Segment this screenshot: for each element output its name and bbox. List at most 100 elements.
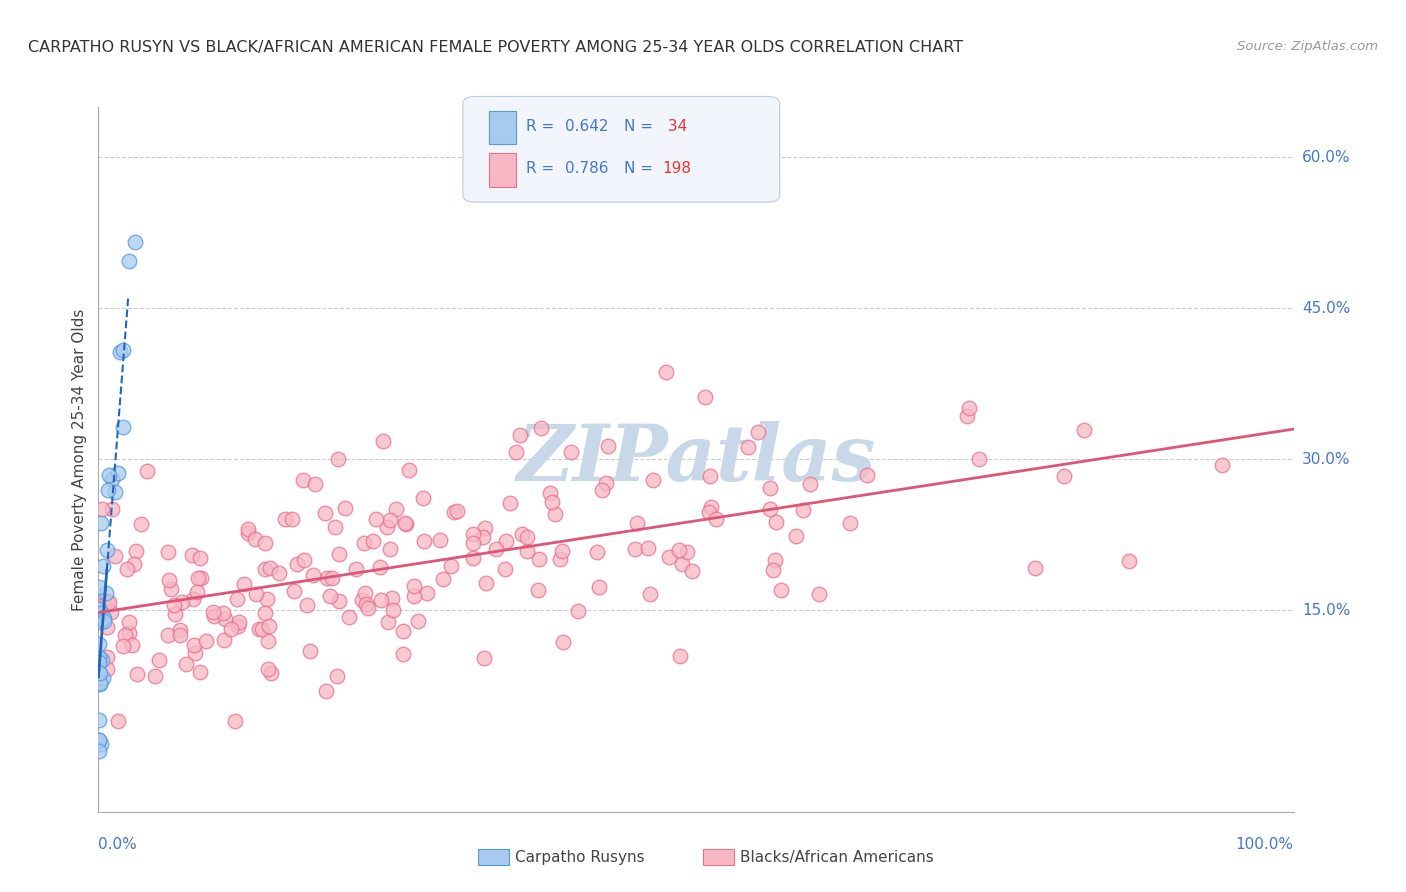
Point xyxy=(344,562,367,576)
Point xyxy=(391,648,413,662)
Point xyxy=(89,732,111,747)
Point xyxy=(212,607,235,621)
Point xyxy=(957,401,980,416)
Text: Source: ZipAtlas.com: Source: ZipAtlas.com xyxy=(1237,40,1378,54)
Point xyxy=(169,623,191,637)
Point xyxy=(530,421,553,435)
Point xyxy=(112,343,135,358)
Point xyxy=(174,657,197,671)
Point xyxy=(412,491,434,505)
Point xyxy=(97,483,120,497)
Point xyxy=(495,534,517,549)
Point xyxy=(1024,561,1046,575)
Point xyxy=(91,671,114,685)
Point xyxy=(695,390,717,404)
Point xyxy=(124,544,146,558)
Point xyxy=(671,557,693,571)
Point xyxy=(551,543,574,558)
Point xyxy=(382,602,405,616)
Point xyxy=(643,473,665,487)
Point xyxy=(91,558,114,573)
Point xyxy=(107,466,129,480)
Point xyxy=(471,531,494,545)
Point xyxy=(807,587,830,601)
Point xyxy=(253,606,276,620)
Point xyxy=(461,527,484,541)
Point xyxy=(668,648,690,663)
Point xyxy=(187,571,209,585)
Point xyxy=(368,560,391,574)
Point xyxy=(402,589,425,603)
Point xyxy=(96,543,118,558)
Point xyxy=(676,545,699,559)
Point xyxy=(96,594,118,608)
Point xyxy=(202,609,225,624)
Point xyxy=(354,597,377,611)
Point xyxy=(314,506,336,520)
Point xyxy=(260,666,283,681)
Point xyxy=(148,653,170,667)
Point xyxy=(107,714,129,728)
Point xyxy=(638,587,661,601)
Point xyxy=(252,622,274,636)
Point xyxy=(1053,469,1076,483)
Point xyxy=(505,445,527,459)
Point xyxy=(446,503,468,517)
Point xyxy=(256,592,278,607)
Point xyxy=(181,548,204,562)
Point xyxy=(747,425,769,440)
Point xyxy=(245,587,267,601)
Point xyxy=(292,473,315,487)
Point xyxy=(626,516,648,530)
Point xyxy=(553,635,575,649)
Point xyxy=(769,582,792,597)
Point xyxy=(541,495,564,509)
Point xyxy=(195,634,218,648)
Point xyxy=(90,502,112,516)
Point xyxy=(281,512,304,526)
Point xyxy=(131,516,153,531)
Point xyxy=(226,619,249,633)
Point xyxy=(472,651,495,665)
Point xyxy=(356,601,378,615)
Point xyxy=(238,522,260,536)
Point xyxy=(89,665,111,680)
Point xyxy=(87,649,110,664)
Point xyxy=(700,500,723,514)
Point xyxy=(763,552,786,566)
Point xyxy=(380,514,402,528)
Point xyxy=(543,507,565,521)
Point xyxy=(188,551,211,566)
Point xyxy=(253,536,276,550)
Point xyxy=(585,545,607,559)
Point xyxy=(391,624,413,638)
Point xyxy=(668,543,690,558)
Point xyxy=(363,533,385,548)
Point xyxy=(333,500,356,515)
Point xyxy=(233,576,256,591)
Point xyxy=(96,650,118,665)
Point xyxy=(759,481,782,495)
Point xyxy=(297,598,319,612)
Point xyxy=(385,502,408,516)
Point xyxy=(516,530,538,544)
Point xyxy=(461,535,484,549)
Point xyxy=(799,477,821,491)
Point xyxy=(1211,458,1233,472)
Text: Blacks/African Americans: Blacks/African Americans xyxy=(740,850,934,864)
FancyBboxPatch shape xyxy=(463,96,780,202)
Point xyxy=(591,483,613,497)
Point xyxy=(90,516,112,530)
Point xyxy=(302,568,325,582)
Point xyxy=(697,505,720,519)
Point xyxy=(90,653,112,667)
Point xyxy=(432,572,454,586)
Text: 45.0%: 45.0% xyxy=(1302,301,1350,316)
Point xyxy=(256,663,278,677)
Point xyxy=(1073,423,1095,437)
Point xyxy=(87,666,110,681)
Point xyxy=(353,536,375,550)
Point xyxy=(214,612,236,626)
Point xyxy=(122,557,145,571)
Point xyxy=(595,475,617,490)
